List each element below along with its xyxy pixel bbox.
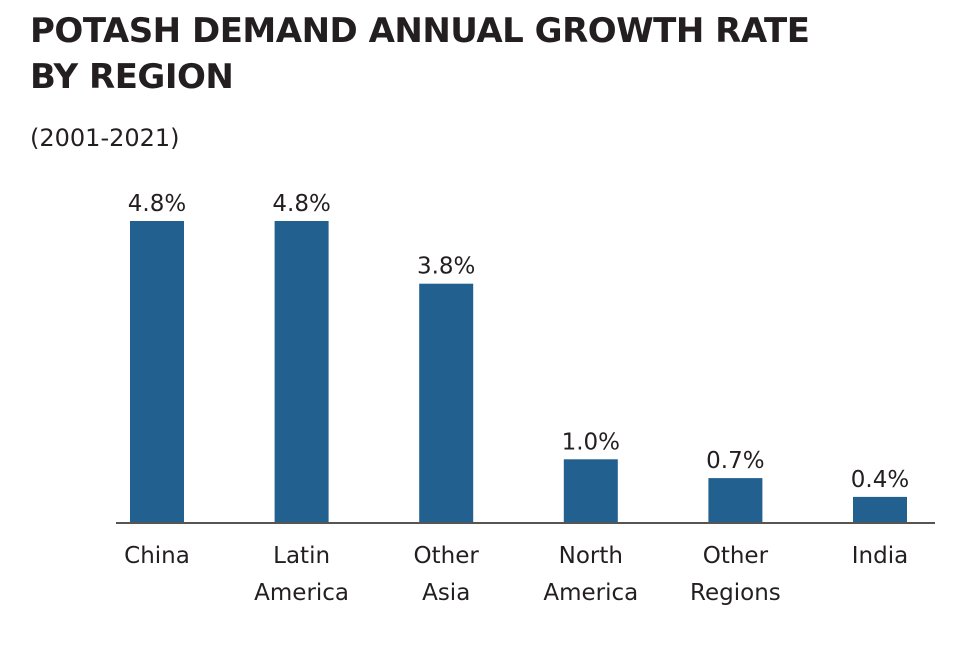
category-label-0: China bbox=[124, 543, 190, 569]
category-label-1-line-1: America bbox=[254, 580, 349, 606]
value-label-3: 1.0% bbox=[562, 429, 620, 455]
category-label-0-line-0: China bbox=[124, 543, 190, 569]
category-label-2-line-1: Asia bbox=[422, 580, 470, 606]
category-label-5-line-0: India bbox=[852, 543, 908, 569]
bar-2 bbox=[419, 283, 474, 522]
bar-4 bbox=[708, 478, 763, 522]
chart-title: POTASH DEMAND ANNUAL GROWTH RATE BY REGI… bbox=[30, 8, 930, 100]
bar-5 bbox=[853, 496, 907, 522]
value-label-4: 0.7% bbox=[706, 448, 764, 474]
bar-3 bbox=[563, 459, 618, 522]
category-label-3-line-0: North bbox=[559, 543, 623, 569]
chart-title-line-2: BY REGION bbox=[30, 57, 234, 97]
category-label-1: Latin America bbox=[254, 543, 349, 606]
category-label-2: Other Asia bbox=[414, 543, 480, 606]
value-label-1: 4.8% bbox=[272, 191, 330, 217]
category-label-2-line-0: Other bbox=[414, 543, 480, 569]
value-label-5: 0.4% bbox=[851, 467, 909, 493]
category-label-3: North America bbox=[543, 543, 638, 606]
value-label-0: 4.8% bbox=[128, 191, 186, 217]
category-label-3-line-1: America bbox=[543, 580, 638, 606]
bar-1 bbox=[274, 221, 329, 522]
value-label-2: 3.8% bbox=[417, 254, 475, 280]
chart-subtitle: (2001-2021) bbox=[30, 124, 180, 152]
category-label-5: India bbox=[852, 543, 908, 569]
category-label-4-line-0: Other bbox=[703, 543, 769, 569]
category-label-4-line-1: Regions bbox=[690, 580, 781, 606]
category-label-1-line-0: Latin bbox=[273, 543, 330, 569]
category-label-4: Other Regions bbox=[690, 543, 781, 606]
bar-0 bbox=[130, 221, 184, 522]
chart-title-line-1: POTASH DEMAND ANNUAL GROWTH RATE bbox=[30, 11, 810, 51]
